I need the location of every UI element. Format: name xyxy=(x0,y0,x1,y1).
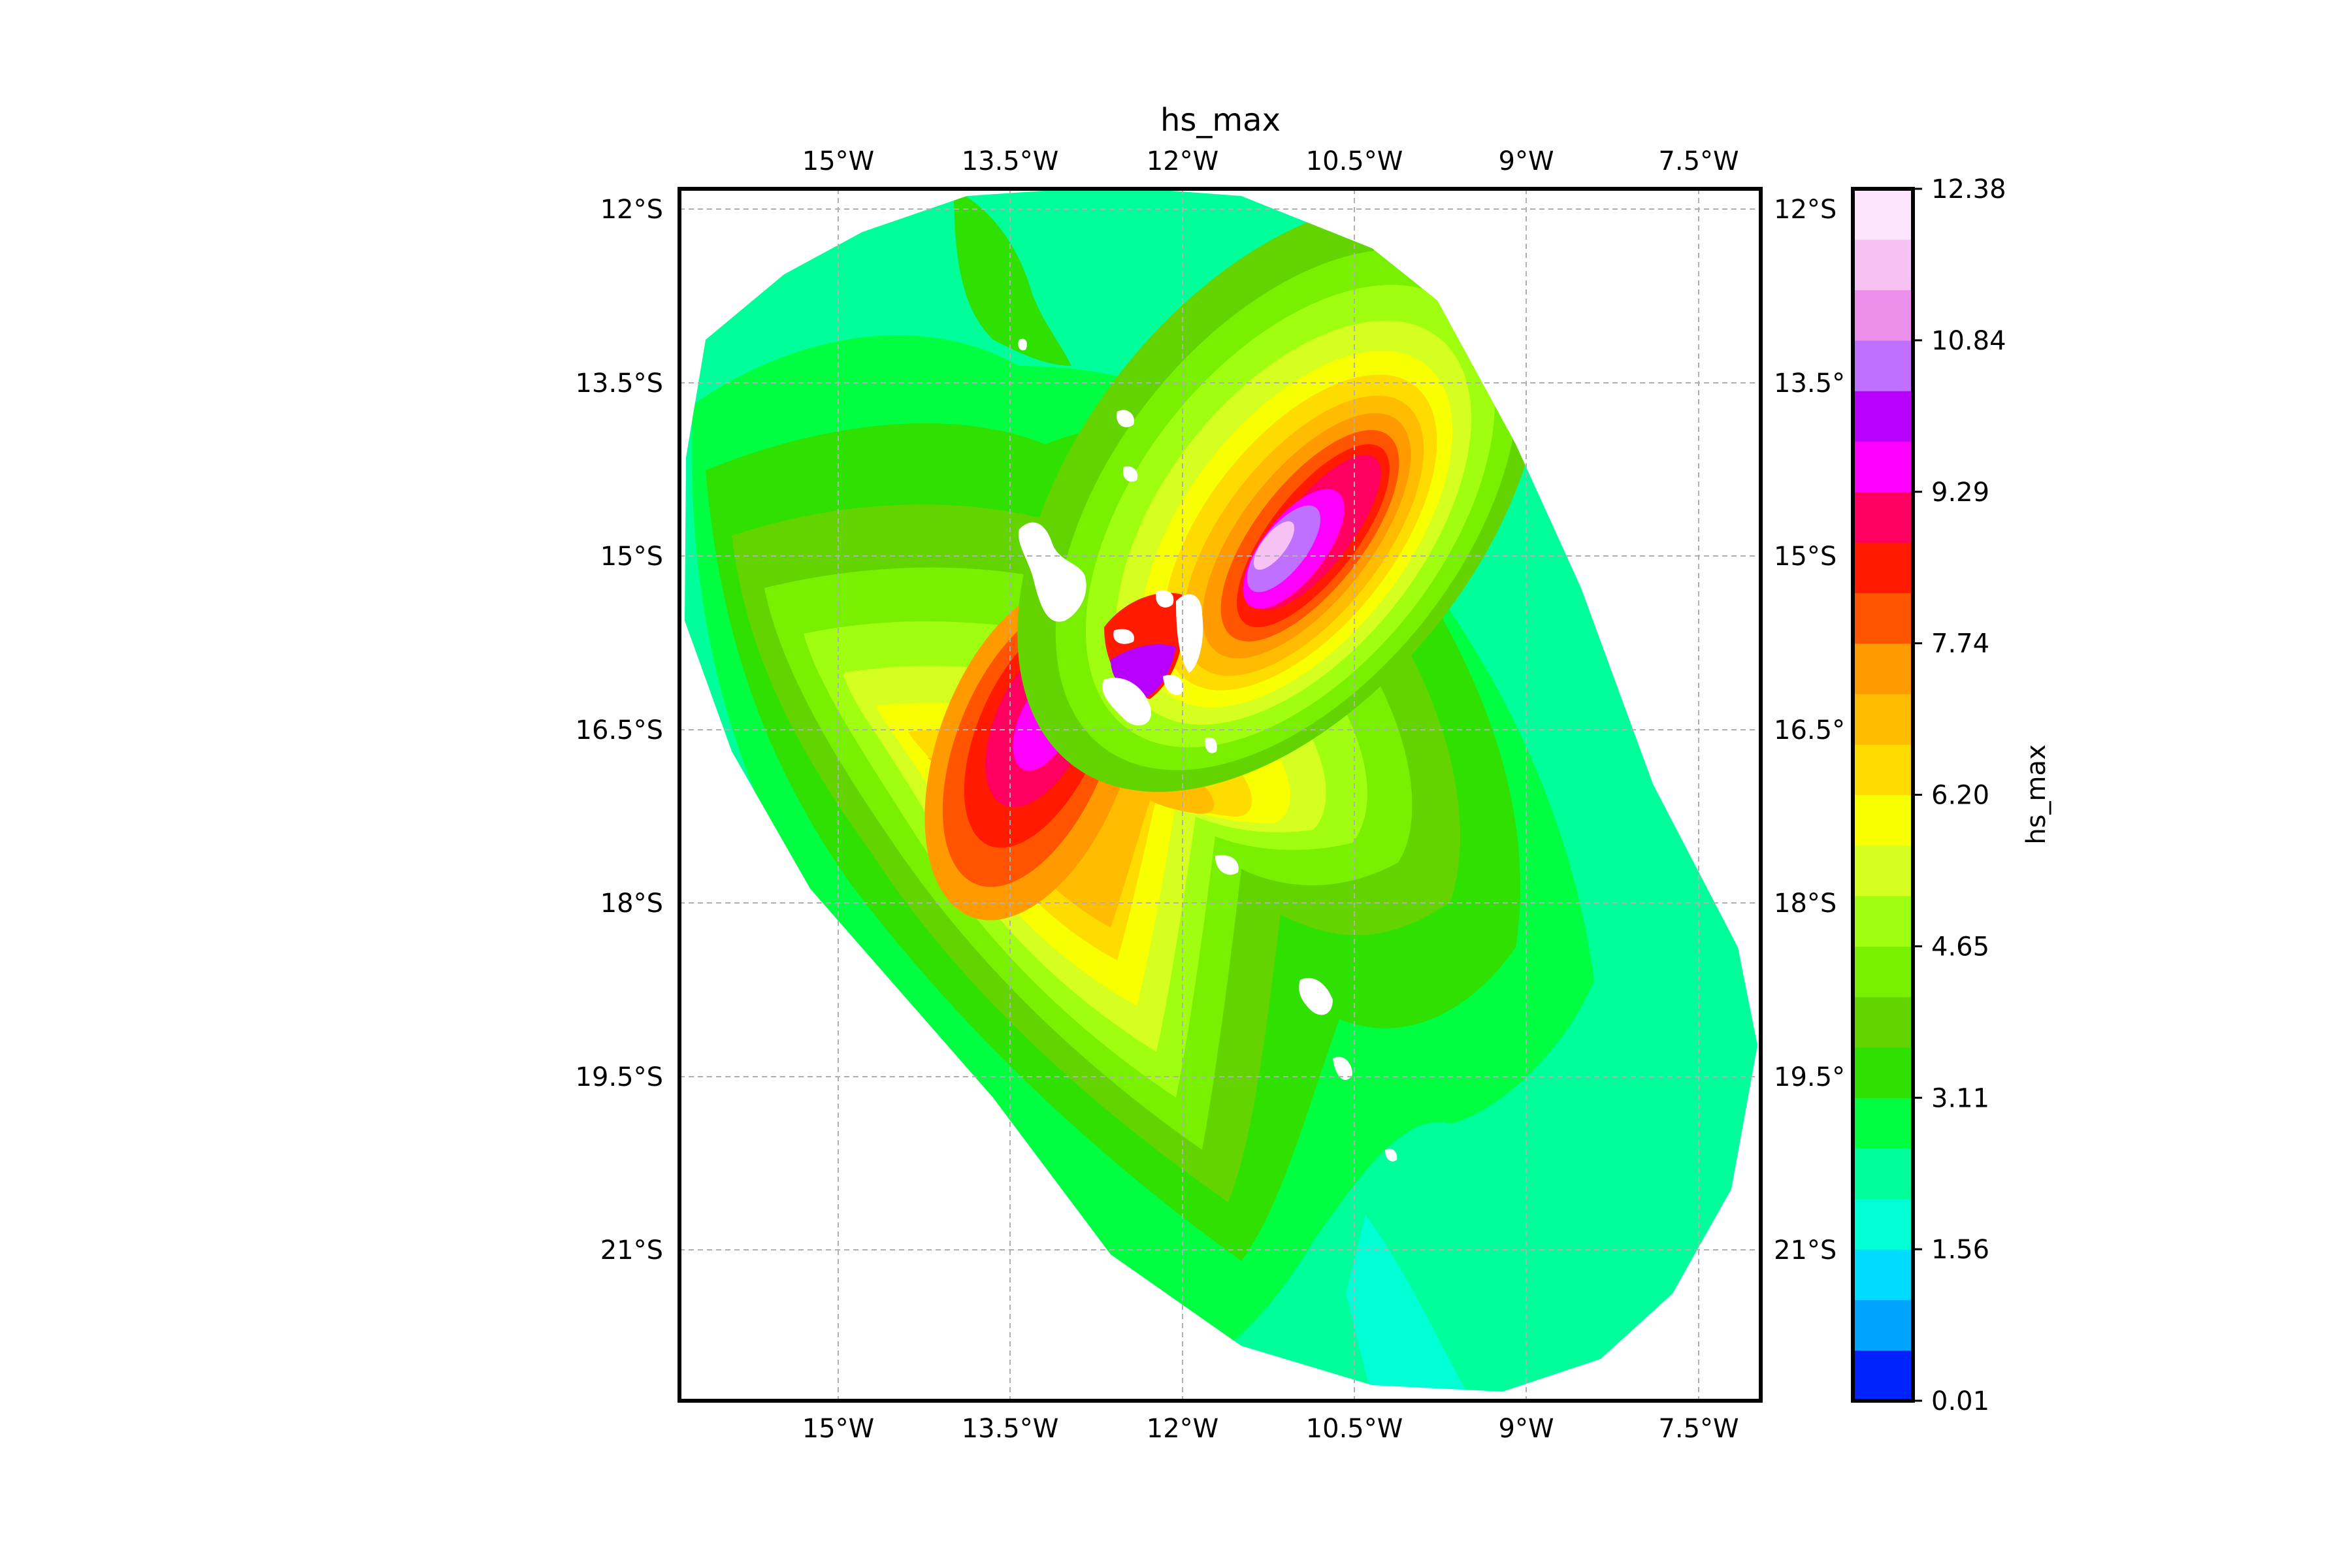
lat-tick-label: 19.5° xyxy=(1774,1062,1845,1092)
lon-tick-label: 7.5°W xyxy=(1658,146,1739,176)
colorbar-tick-label: 0.01 xyxy=(1931,1386,1989,1416)
graticule xyxy=(679,189,1761,1401)
lat-tick-label: 15°S xyxy=(600,542,663,572)
lon-tick-label: 15°W xyxy=(802,1414,874,1444)
colorbar-band xyxy=(1853,1047,1913,1098)
colorbar-label: hs_max xyxy=(2021,744,2051,844)
lat-tick-label: 13.5°S xyxy=(576,368,663,399)
colorbar-band xyxy=(1853,693,1913,745)
lon-tick-label: 13.5°W xyxy=(962,146,1059,176)
colorbar-tick-label: 6.20 xyxy=(1931,781,1989,811)
colorbar-band xyxy=(1853,1299,1913,1351)
colorbar-band xyxy=(1853,1350,1913,1401)
lat-tick-label: 16.5° xyxy=(1774,715,1845,745)
colorbar-band xyxy=(1853,996,1913,1048)
colorbar-tick-label: 10.84 xyxy=(1931,326,2006,356)
colorbar-tick-label: 3.11 xyxy=(1931,1083,1989,1113)
lon-ticks-top: 15°W 13.5°W 12°W 10.5°W 9°W 7.5°W xyxy=(802,146,1739,176)
colorbar-band xyxy=(1853,1249,1913,1301)
lon-tick-label: 10.5°W xyxy=(1306,1414,1403,1444)
lon-tick-label: 12°W xyxy=(1147,1414,1218,1444)
map-frame xyxy=(678,187,1763,1403)
colorbar: 12.38 10.84 9.29 7.74 6.20 4.65 3.11 1.56 0.01 h… xyxy=(1851,174,2051,1416)
lon-tick-label: 12°W xyxy=(1147,146,1218,176)
colorbar-band xyxy=(1853,340,1913,391)
lon-tick-label: 13.5°W xyxy=(962,1414,1059,1444)
colorbar-band xyxy=(1853,289,1913,341)
lon-tick-label: 9°W xyxy=(1499,146,1554,176)
colorbar-band xyxy=(1853,946,1913,998)
colorbar-band xyxy=(1853,189,1913,240)
lat-tick-label: 15°S xyxy=(1774,542,1837,572)
colorbar-band xyxy=(1853,391,1913,442)
lat-tick-label: 18°S xyxy=(600,889,663,919)
lat-ticks-right: 12°S 13.5° 15°S 16.5° 18°S 19.5° 21°S xyxy=(1774,195,1845,1266)
colorbar-tick-label: 9.29 xyxy=(1931,478,1989,508)
colorbar-tick-label: 12.38 xyxy=(1931,174,2006,204)
colorbar-band xyxy=(1853,744,1913,796)
lat-ticks-left: 12°S 13.5°S 15°S 16.5°S 18°S 19.5°S 21°S xyxy=(576,195,663,1266)
colorbar-band xyxy=(1853,542,1913,593)
colorbar-band xyxy=(1853,896,1913,947)
colorbar-tick-label: 4.65 xyxy=(1931,932,1989,962)
lat-tick-label: 16.5°S xyxy=(576,715,663,745)
lat-tick-label: 12°S xyxy=(600,195,663,225)
lat-tick-label: 21°S xyxy=(600,1235,663,1266)
lat-tick-label: 19.5°S xyxy=(576,1062,663,1092)
lat-tick-label: 13.5° xyxy=(1774,368,1845,399)
colorbar-band xyxy=(1853,593,1913,644)
colorbar-band xyxy=(1853,794,1913,846)
lon-tick-label: 10.5°W xyxy=(1306,146,1403,176)
lat-tick-label: 12°S xyxy=(1774,195,1837,225)
colorbar-ticks: 12.38 10.84 9.29 7.74 6.20 4.65 3.11 1.56 0.01 xyxy=(1913,174,2006,1416)
colorbar-tick-label: 1.56 xyxy=(1931,1235,1989,1265)
colorbar-band xyxy=(1853,1198,1913,1250)
wave-height-field xyxy=(685,189,1757,1392)
lon-ticks-bottom: 15°W 13.5°W 12°W 10.5°W 9°W 7.5°W xyxy=(802,1414,1739,1444)
colorbar-band xyxy=(1853,491,1913,543)
lon-tick-label: 7.5°W xyxy=(1658,1414,1739,1444)
colorbar-tick-label: 7.74 xyxy=(1931,629,1989,659)
colorbar-band xyxy=(1853,239,1913,291)
colorbar-bands xyxy=(1853,189,1913,1401)
colorbar-band xyxy=(1853,441,1913,493)
lat-tick-label: 18°S xyxy=(1774,889,1837,919)
colorbar-band xyxy=(1853,845,1913,896)
lat-tick-label: 21°S xyxy=(1774,1235,1837,1266)
map-title: hs_max xyxy=(1160,102,1281,139)
colorbar-band xyxy=(1853,1148,1913,1200)
colorbar-band xyxy=(1853,1098,1913,1149)
lon-tick-label: 9°W xyxy=(1499,1414,1554,1444)
lon-tick-label: 15°W xyxy=(802,146,874,176)
colorbar-band xyxy=(1853,643,1913,694)
